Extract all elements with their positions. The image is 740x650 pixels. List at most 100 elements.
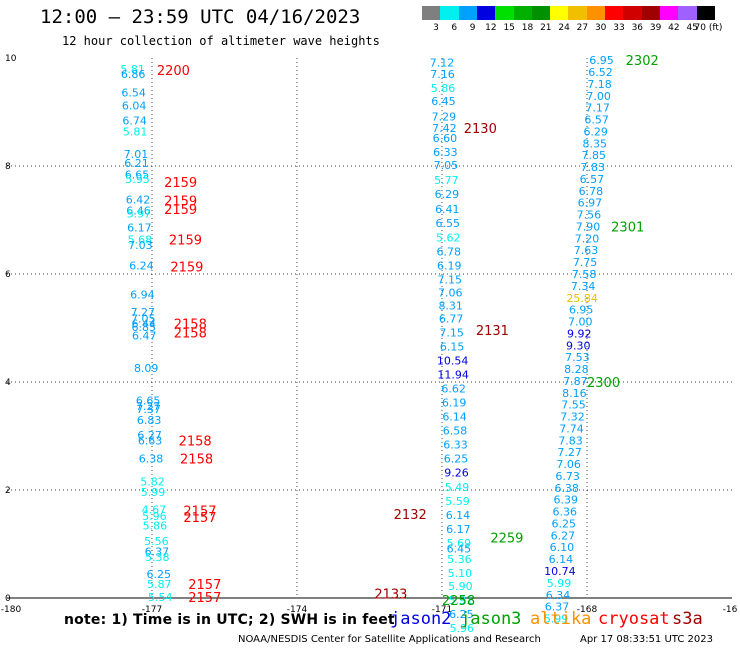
colorbar-label: 36 bbox=[631, 23, 644, 33]
swh-data-point: 5.56 bbox=[144, 535, 169, 548]
swh-data-point: 7.17 bbox=[585, 102, 610, 115]
time-annotation: 2159 bbox=[170, 260, 203, 275]
x-tick-label: -168 bbox=[577, 605, 598, 615]
colorbar-swatch bbox=[641, 6, 661, 20]
swh-data-point: 6.78 bbox=[579, 185, 604, 198]
swh-data-point: 6.25 bbox=[552, 517, 577, 530]
swh-data-point: 6.39 bbox=[553, 494, 578, 507]
swh-data-point: 7.42 bbox=[432, 122, 457, 135]
swh-data-point: 7.83 bbox=[581, 161, 606, 174]
swh-data-point: 7.00 bbox=[586, 90, 611, 103]
swh-data-point: 6.86 bbox=[121, 68, 146, 81]
colorbar-label: 70 (ft) bbox=[694, 23, 723, 33]
colorbar-label: 21 bbox=[540, 23, 552, 33]
swh-data-point: 5.97 bbox=[127, 208, 152, 221]
colorbar-swatch bbox=[605, 6, 624, 20]
swh-data-point: 5.81 bbox=[123, 125, 148, 138]
time-annotation: 2157 bbox=[188, 591, 221, 606]
colorbar-label: 39 bbox=[649, 23, 662, 33]
swh-data-point: 5.49 bbox=[445, 481, 470, 494]
swh-data-point: 6.58 bbox=[443, 425, 468, 438]
swh-data-point: 7.01 bbox=[124, 148, 149, 161]
swh-data-point: 7.16 bbox=[430, 68, 455, 81]
swh-data-point: 6.57 bbox=[580, 173, 605, 186]
colorbar-label: 24 bbox=[558, 23, 570, 33]
swh-data-point: 7.27 bbox=[131, 306, 156, 319]
y-tick-label: 4 bbox=[5, 378, 11, 388]
colorbar-swatch bbox=[550, 6, 569, 20]
swh-data-point: 8.28 bbox=[564, 363, 589, 376]
swh-data-point: 6.33 bbox=[443, 439, 468, 452]
swh-data-point: 7.37 bbox=[136, 403, 161, 416]
swh-data-point: 6.38 bbox=[139, 453, 164, 466]
swh-data-point: 6.46 bbox=[126, 204, 151, 217]
swh-data-point: 6.27 bbox=[137, 429, 162, 442]
swh-data-point: 8.35 bbox=[582, 137, 607, 150]
swh-data-point: 5.99 bbox=[141, 486, 166, 499]
time-annotation: 2132 bbox=[394, 508, 427, 523]
swh-data-point: 6.14 bbox=[442, 411, 467, 424]
swh-data-point: 6.25 bbox=[449, 608, 474, 621]
time-annotation: 2157 bbox=[183, 511, 216, 526]
swh-data-point: 6.38 bbox=[554, 482, 579, 495]
swh-data-point: 5.86 bbox=[143, 520, 168, 533]
swh-data-point: 6.21 bbox=[124, 157, 149, 170]
swh-data-point: 6.77 bbox=[439, 312, 464, 325]
time-annotation: 2302 bbox=[626, 54, 659, 69]
swh-data-point: 5.68 bbox=[128, 233, 153, 246]
swh-data-point: 8.31 bbox=[438, 299, 463, 312]
swh-data-point: 7.58 bbox=[572, 268, 597, 281]
swh-data-point: 7.18 bbox=[587, 78, 612, 91]
swh-data-point: 7.06 bbox=[438, 286, 463, 299]
colorbar-label: 45 bbox=[686, 23, 698, 33]
swh-data-point: 6.14 bbox=[446, 509, 471, 522]
time-annotation: 2133 bbox=[374, 588, 407, 603]
swh-data-point: 7.27 bbox=[136, 400, 161, 413]
swh-data-point: 6.65 bbox=[125, 169, 150, 182]
swh-data-point: 5.77 bbox=[434, 174, 459, 187]
footnote: note: 1) Time is in UTC; 2) SWH is in fe… bbox=[64, 612, 395, 628]
x-tick-label: -174 bbox=[287, 605, 308, 615]
swh-data-point: 7.20 bbox=[575, 232, 600, 245]
time-annotation: 2258 bbox=[442, 594, 475, 609]
legend-jason3: jason3 bbox=[460, 609, 522, 629]
time-annotation: 2300 bbox=[587, 376, 620, 391]
colorbar-label: 12 bbox=[485, 23, 497, 33]
swh-data-point: 6.41 bbox=[435, 203, 460, 216]
colorbar-swatch bbox=[678, 6, 697, 20]
swh-data-point: 6.94 bbox=[130, 289, 155, 302]
time-annotation: 2158 bbox=[174, 326, 207, 341]
colorbar-label: 33 bbox=[613, 23, 625, 33]
swh-data-point: 7.06 bbox=[556, 458, 581, 471]
swh-data-point: 6.29 bbox=[583, 125, 608, 138]
swh-data-point: 5.95 bbox=[125, 173, 150, 186]
swh-data-point: 6.45 bbox=[431, 95, 456, 108]
colorbar-swatch bbox=[458, 6, 478, 20]
colorbar-swatch bbox=[659, 6, 679, 20]
swh-data-point: 6.65 bbox=[136, 394, 161, 407]
swh-data-point: 6.45 bbox=[447, 542, 472, 555]
swh-data-point: 4.67 bbox=[142, 503, 167, 516]
swh-data-point: 7.05 bbox=[434, 159, 459, 172]
swh-data-point: 7.87 bbox=[563, 375, 588, 388]
y-tick-label: 2 bbox=[5, 486, 11, 496]
swh-data-point: 5.62 bbox=[436, 231, 461, 244]
time-annotation: 2130 bbox=[464, 122, 497, 137]
swh-data-point: 7.75 bbox=[573, 256, 598, 269]
y-tick-label: 0 bbox=[5, 594, 11, 604]
swh-data-point: 6.73 bbox=[555, 470, 580, 483]
swh-data-point: 5.82 bbox=[140, 475, 165, 488]
swh-data-point: 6.37 bbox=[145, 546, 170, 559]
swh-data-point: 6.33 bbox=[433, 146, 458, 159]
colorbar-swatch bbox=[495, 6, 514, 20]
swh-data-point: 6.54 bbox=[121, 87, 146, 100]
swh-data-point: 7.15 bbox=[437, 273, 462, 286]
swh-data-point: 6.25 bbox=[444, 453, 469, 466]
swh-data-point: 5.99 bbox=[544, 613, 569, 626]
swh-data-point: 11.94 bbox=[437, 368, 469, 381]
colorbar-swatch bbox=[623, 6, 643, 20]
swh-data-point: 5.90 bbox=[448, 580, 473, 593]
time-annotation: 2301 bbox=[611, 220, 644, 235]
colorbar-swatch bbox=[440, 6, 460, 20]
time-annotation: 2157 bbox=[188, 578, 221, 593]
